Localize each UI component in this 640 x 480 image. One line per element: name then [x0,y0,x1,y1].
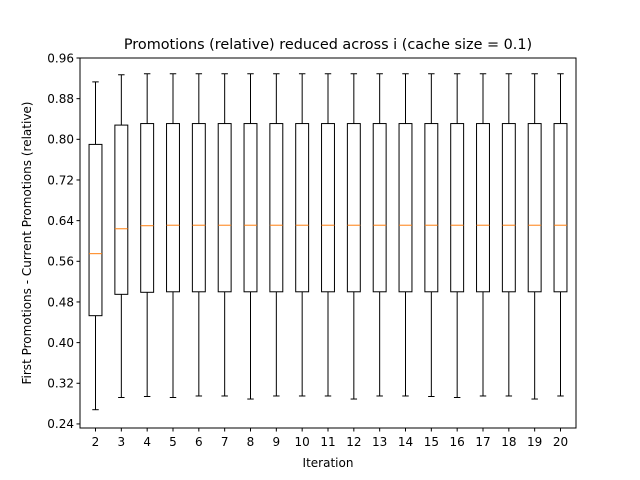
x-tick-label: 17 [475,435,490,449]
y-tick-label: 0.40 [47,336,74,350]
box [217,123,232,293]
y-tick-label: 0.88 [47,92,74,106]
y-tick-label: 0.32 [47,377,74,391]
box [398,123,413,293]
box [321,123,335,293]
x-tick-label: 15 [424,435,439,449]
box [553,123,568,293]
x-tick-label: 18 [501,435,516,449]
box [450,123,465,293]
x-tick-label: 19 [527,435,542,449]
x-tick-label: 7 [221,435,229,449]
y-axis-label: First Promotions - Current Promotions (r… [20,102,34,385]
y-tick-label: 0.48 [47,295,74,309]
box [295,123,310,293]
y-tick-label: 0.64 [47,214,74,228]
box [424,123,439,293]
box [476,123,490,293]
y-tick-label: 0.56 [47,255,74,269]
y-tick-label: 0.24 [47,417,74,431]
x-tick-label: 4 [143,435,151,449]
x-tick-label: 9 [273,435,281,449]
box [243,123,258,293]
y-tick-label: 0.80 [47,133,74,147]
box [88,143,103,317]
box [191,123,206,293]
box [372,123,387,293]
axes-frame [79,57,577,429]
x-tick-label: 3 [118,435,126,449]
y-tick-label: 0.96 [47,51,74,65]
x-tick-label: 10 [295,435,310,449]
plot-area: 0.24 0.32 0.40 0.48 0.56 0.64 0.72 0.80 0.88 0.96… [47,51,568,449]
box [166,123,180,293]
x-tick-label: 2 [92,435,100,449]
box [501,123,516,293]
y-tick-label: 0.72 [47,173,74,187]
x-tick-label: 8 [247,435,255,449]
x-tick-label: 14 [398,435,413,449]
box [114,124,129,295]
chart-title: Promotions (relative) reduced across i (… [124,37,532,53]
x-axis-label: Iteration [303,456,354,470]
x-tick-label: 16 [450,435,465,449]
x-tick-label: 12 [346,435,361,449]
x-tick-label: 6 [195,435,203,449]
x-tick-label: 20 [553,435,568,449]
box [140,123,155,293]
box [269,123,284,293]
x-tick-label: 11 [320,435,335,449]
x-tick-label: 13 [372,435,387,449]
box [527,123,542,293]
box [346,123,361,293]
x-tick-label: 5 [169,435,177,449]
